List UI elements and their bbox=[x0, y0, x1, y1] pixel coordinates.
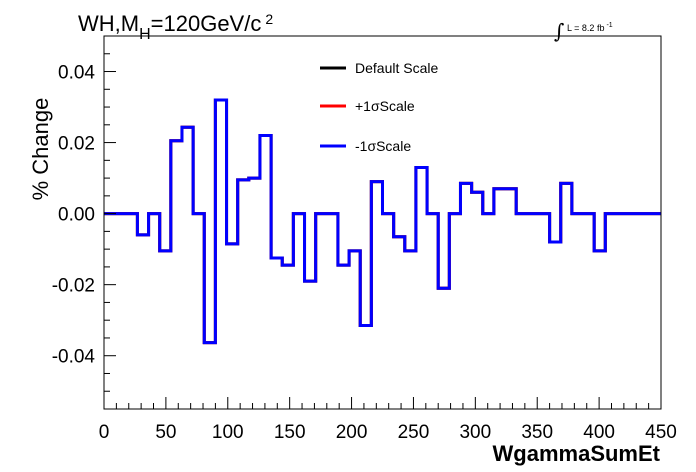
y-axis-title: % Change bbox=[28, 98, 53, 201]
lumi-value: L = 8.2 fb bbox=[567, 23, 604, 33]
title-subscript: H bbox=[139, 26, 151, 43]
axes-layer: 0 50 100 150 200 250 300 350 400 450 0.04 0.02 0.00 -… bbox=[52, 35, 677, 443]
x-tick-label: 150 bbox=[274, 422, 306, 443]
y-tick-label: -0.04 bbox=[52, 347, 96, 368]
y-tick-label: 0.00 bbox=[58, 205, 95, 226]
legend: Default Scale +1σScale -1σScale bbox=[320, 60, 438, 154]
x-tick-label: 200 bbox=[336, 422, 368, 443]
x-tick-label: 100 bbox=[212, 422, 244, 443]
integral-symbol: ∫ bbox=[554, 19, 564, 43]
legend-label: -1σScale bbox=[355, 138, 411, 154]
plot-frame bbox=[103, 35, 662, 410]
series-2 bbox=[104, 98, 661, 345]
legend-label: +1σScale bbox=[355, 98, 415, 114]
title-superscript: 2 bbox=[265, 11, 273, 27]
x-tick-label: 450 bbox=[645, 422, 677, 443]
title-rest: =120GeV/c bbox=[151, 11, 262, 36]
title-main: WH,M bbox=[78, 11, 139, 36]
x-tick-label: 350 bbox=[521, 422, 553, 443]
x-tick-label: 300 bbox=[459, 422, 491, 443]
x-tick-label: 50 bbox=[155, 422, 176, 443]
series-layer bbox=[104, 98, 661, 345]
luminosity-label: ∫ L = 8.2 fb -1 bbox=[554, 19, 613, 43]
lumi-text: L = 8.2 fb -1 bbox=[567, 22, 613, 33]
lumi-superscript: -1 bbox=[606, 22, 612, 29]
x-tick-label: 250 bbox=[398, 422, 430, 443]
chart-title: WH,MH=120GeV/c 2 bbox=[78, 11, 273, 43]
x-tick-label: 0 bbox=[99, 422, 110, 443]
series-line bbox=[104, 98, 661, 345]
y-tick-label: 0.04 bbox=[58, 63, 95, 84]
x-tick-label: 400 bbox=[583, 422, 615, 443]
y-tick-label: 0.02 bbox=[58, 134, 95, 155]
y-tick-label: -0.02 bbox=[52, 276, 95, 297]
legend-label: Default Scale bbox=[355, 60, 438, 76]
x-axis-title: WgammaSumEt bbox=[493, 441, 661, 466]
